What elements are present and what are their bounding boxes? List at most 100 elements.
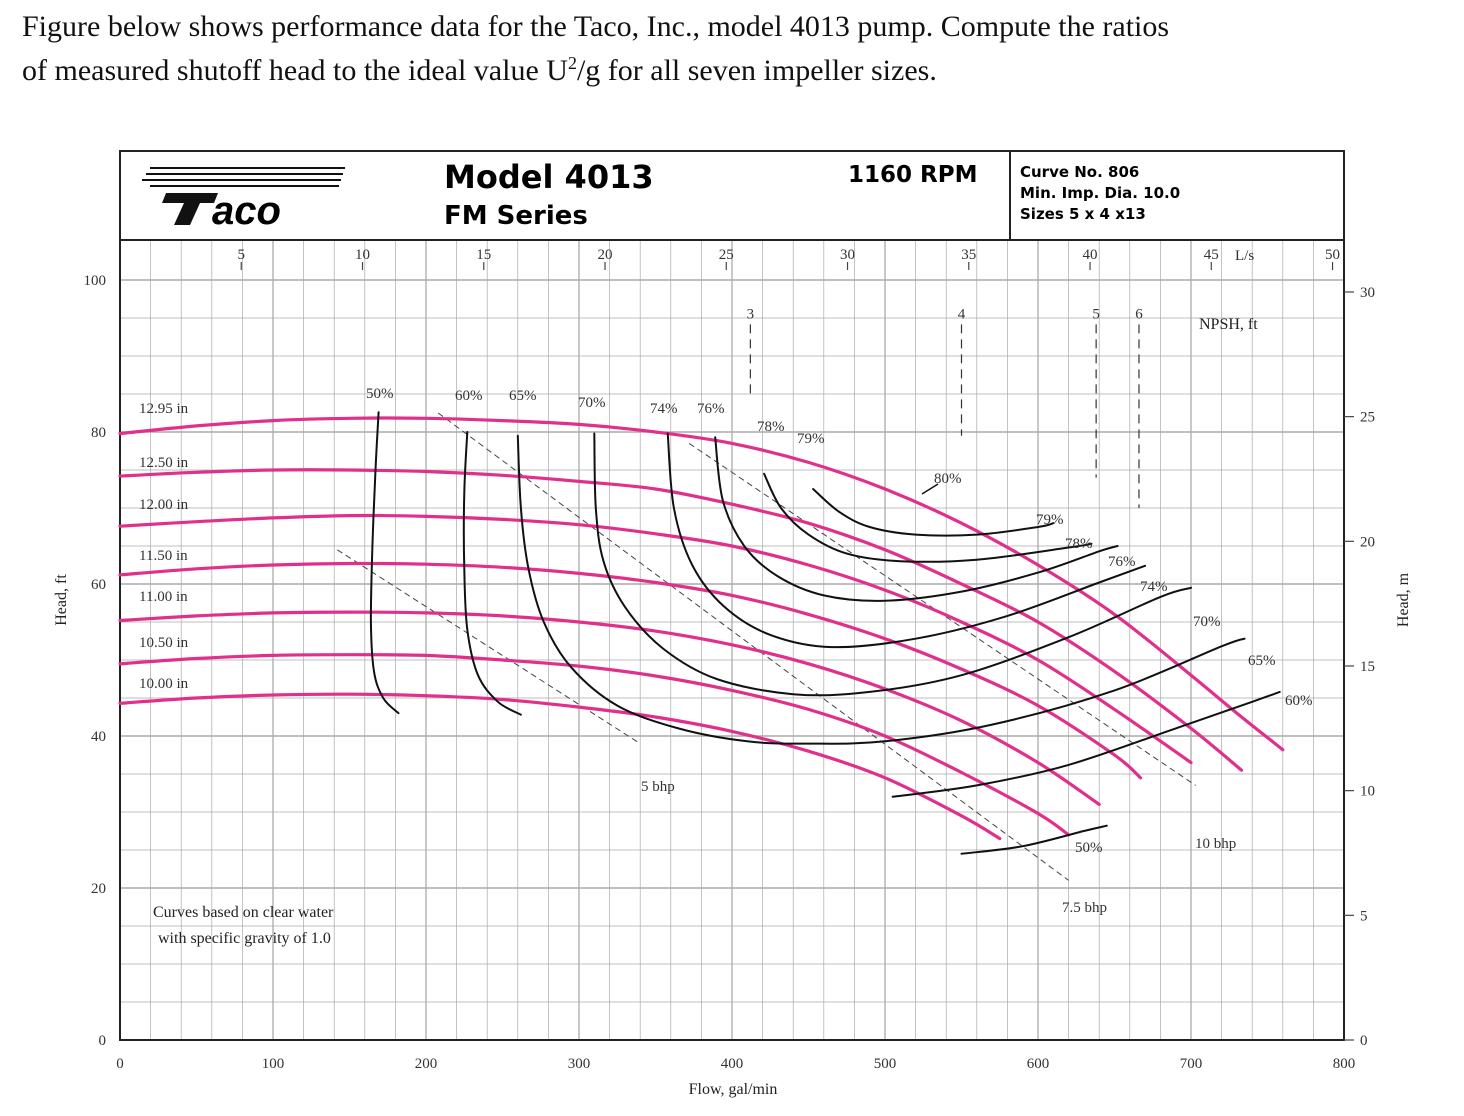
right-tick-label: 10 [1360,784,1375,800]
efficiency-label: 78% [757,419,785,435]
efficiency-label: 74% [650,401,678,417]
efficiency-label: 80% [934,471,962,487]
curve-number: Curve No. 806 [1020,163,1139,181]
efficiency-label: 50% [366,386,394,402]
head-curve [118,513,1193,765]
y-axis-title: Head, ft [53,574,70,626]
efficiency-label: 78% [1065,536,1093,552]
top-tick-label: 45 [1204,247,1219,263]
head-curves: 12.95 in 12.50 in 12.00 in 11.50 in 11.00 in… [118,401,1285,841]
head-curve [118,416,1285,752]
logo-stripes-icon [142,167,345,187]
model-title: Model 4013 [444,158,654,196]
efficiency-label: 70% [1193,614,1221,630]
npsh-label: NPSH, ft [1199,316,1258,333]
efficiency-label: 79% [1036,512,1064,528]
y-tick-label: 20 [91,881,106,897]
y-tick-label: 100 [84,273,107,289]
npsh-lines: 3 4 5 6 [747,306,1143,508]
question-superscript: 2 [567,53,577,73]
head-curve [118,610,1101,806]
question-line-1: Figure below shows performance data for … [22,10,1170,43]
power-line-label: 7.5 bhp [1062,900,1107,916]
top-tick-label: 5 [238,247,246,263]
x-tick-label: 300 [568,1056,591,1072]
right-tick-label: 15 [1360,659,1375,675]
right-tick-label: 30 [1360,285,1375,301]
right-tick-label: 25 [1360,410,1375,426]
power-line-label: 10 bhp [1195,836,1236,852]
efficiency-label: 65% [1248,653,1276,669]
impeller-size-label: 12.50 in [139,455,189,471]
efficiency-curve [369,411,400,715]
efficiency-curve [960,824,1108,855]
efficiency-curve [666,432,1147,649]
efficiency-label: 74% [1140,579,1168,595]
npsh-line-label: 3 [747,306,755,322]
efficiency-label: 79% [797,431,825,447]
y-tick-label: 80 [91,425,106,441]
impeller-size-label: 11.00 in [139,589,188,605]
npsh-line-label: 5 [1092,306,1100,322]
top-tick-label: 40 [1083,247,1098,263]
right-tick-label: 20 [1360,534,1375,550]
power-line-label: 5 bhp [641,779,675,795]
plot-frame [119,239,1345,1041]
efficiency-curve [462,431,522,716]
x-tick-label: 600 [1027,1056,1050,1072]
efficiency-curve [593,432,1192,697]
power-line [336,549,641,745]
efficiency-curve [763,472,1093,563]
series-title: FM Series [444,201,588,231]
x-tick-label: 800 [1333,1056,1356,1072]
efficiency-label: 76% [1108,554,1136,570]
efficiency-label: 60% [455,388,483,404]
impeller-size-label: 10.00 in [139,676,189,692]
efficiency-label: 60% [1285,693,1313,709]
x-tick-label: 500 [874,1056,897,1072]
y-tick-label: 0 [99,1033,107,1049]
right-tick-label: 0 [1360,1033,1368,1049]
y-tick-label: 60 [91,577,106,593]
question-line-2-post: /g for all seven impeller sizes. [576,54,937,87]
x-tick-label: 100 [262,1056,285,1072]
logo-text: aco [212,189,281,233]
head-curve [118,692,1002,841]
power-line [437,412,1069,881]
rpm-label: 1160 RPM [848,162,977,188]
impeller-size-label: 12.95 in [139,401,189,417]
head-curve [118,468,1244,772]
efficiency-curve [516,434,1246,745]
impeller-size-label: 10.50 in [139,635,189,651]
top-tick-label: 35 [961,247,976,263]
question-line-2-pre: of measured shutoff head to the ideal va… [22,54,568,87]
min-impeller-diameter: Min. Imp. Dia. 10.0 [1020,184,1180,202]
taco-logo: aco [142,167,345,233]
x-tick-label: 400 [721,1056,744,1072]
efficiency-curves [369,411,1281,855]
logo-t-icon [162,193,218,225]
efficiency-label: 65% [509,388,537,404]
chart-labels: 50% 60% 65% 70% 74% 76%78%79%80%79%78%76%74%7… [366,386,1313,856]
top-tick-label: 10 [355,247,370,263]
efficiency-pointer [921,483,939,495]
efficiency-curve [714,436,1119,602]
efficiency-label: 50% [1075,840,1103,856]
right-tick-label: 5 [1360,908,1368,924]
x-axis-title: Flow, gal/min [689,1081,778,1098]
right-axis-title: Head, m [1395,572,1412,627]
top-tick-label: 50 [1325,247,1340,263]
efficiency-curve [891,690,1281,798]
chart-header: aco Model 4013 FM Series 1160 RPM Curve … [119,150,1345,241]
top-tick-label: 30 [840,247,855,263]
impeller-size-label: 11.50 in [139,548,188,564]
top-tick-label: 15 [476,247,491,263]
top-tick-label: 20 [598,247,613,263]
npsh-line-label: 6 [1135,306,1143,322]
efficiency-label: 70% [578,395,606,411]
head-curve [118,561,1143,780]
y-tick-label: 40 [91,729,106,745]
x-tick-label: 700 [1180,1056,1203,1072]
x-tick-label: 0 [116,1056,124,1072]
